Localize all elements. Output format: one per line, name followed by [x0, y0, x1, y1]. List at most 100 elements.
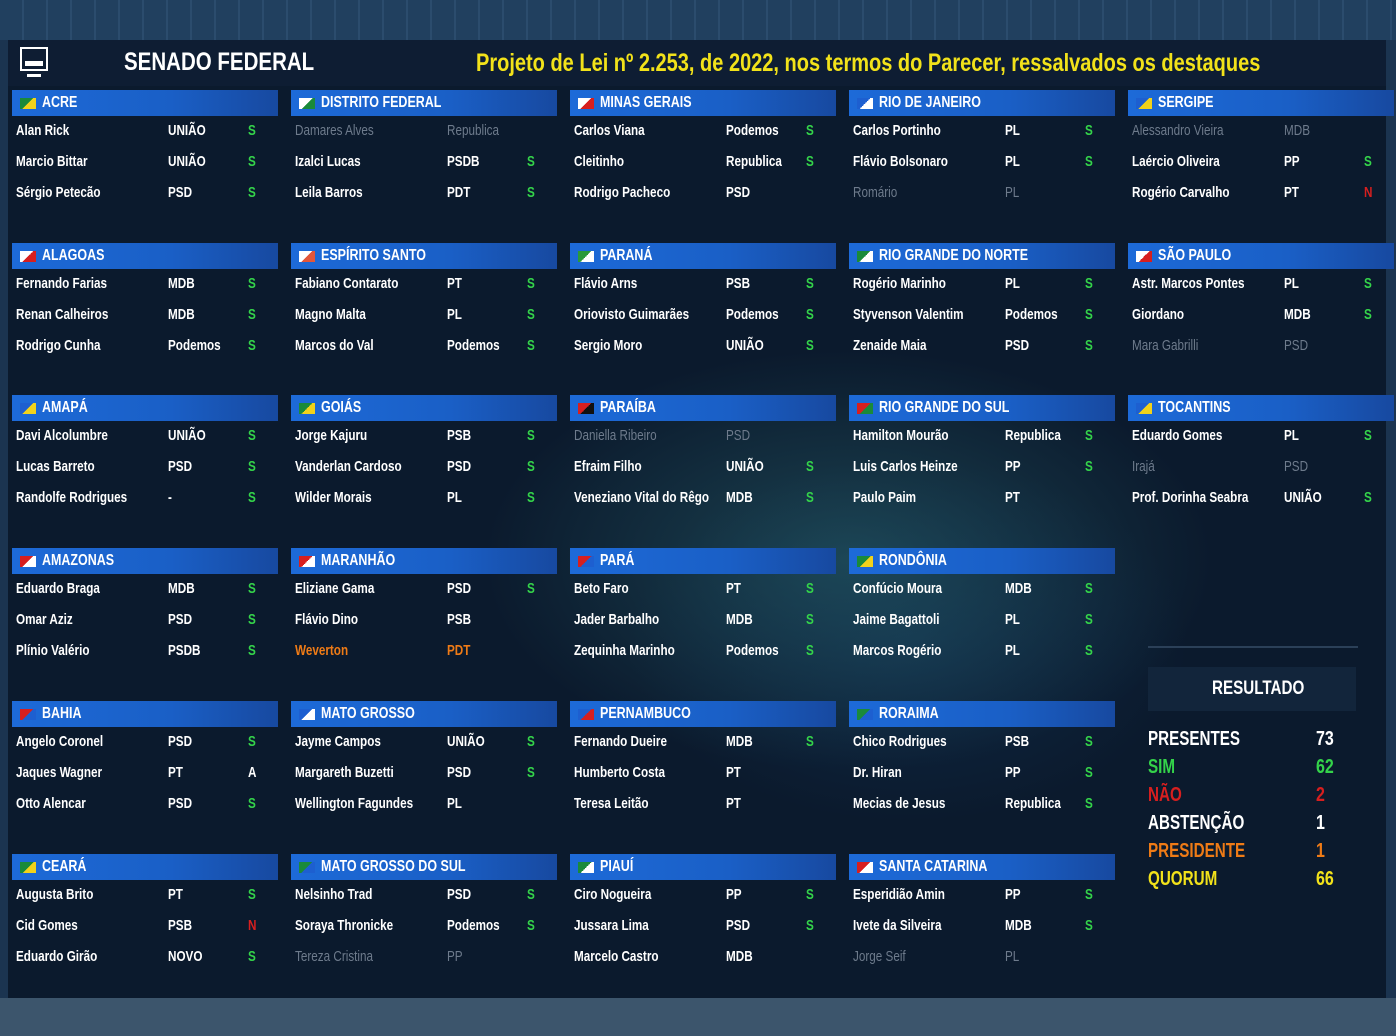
senator-row: Wellington Fagundes PL: [291, 795, 557, 819]
senator-name: Paulo Paim: [853, 489, 917, 506]
senator-party: UNIÃO: [168, 153, 206, 170]
state-name: TOCANTINS: [1158, 399, 1231, 416]
senator-name: Sérgio Petecão: [16, 184, 101, 201]
senator-name: Luis Carlos Heinze: [853, 458, 958, 475]
senator-vote: S: [248, 733, 256, 750]
senator-vote: S: [1085, 764, 1093, 781]
senator-row: Zequinha Marinho Podemos S: [570, 642, 836, 666]
senator-row: Carlos Viana Podemos S: [570, 122, 836, 146]
senator-party: MDB: [1005, 917, 1032, 934]
senator-party: PT: [447, 275, 462, 292]
senator-party: UNIÃO: [1284, 489, 1322, 506]
senator-row: Confúcio Moura MDB S: [849, 580, 1115, 604]
senator-party: PSDB: [447, 153, 480, 170]
senator-row: Jayme Campos UNIÃO S: [291, 733, 557, 757]
senator-vote: S: [527, 917, 535, 934]
state-flag-icon: [20, 251, 36, 262]
senator-row: Humberto Costa PT: [570, 764, 836, 788]
senator-name: Lucas Barreto: [16, 458, 95, 475]
result-row-abstencao: ABSTENÇÃO 1: [1148, 812, 1348, 838]
senator-row: Otto Alencar PSD S: [12, 795, 278, 819]
senator-name: Laércio Oliveira: [1132, 153, 1220, 170]
state-name: BAHIA: [42, 705, 82, 722]
senator-name: Mara Gabrilli: [1132, 337, 1199, 354]
background-bottom-strip: [0, 998, 1396, 1036]
senator-row: Giordano MDB S: [1128, 306, 1394, 330]
senator-name: Sergio Moro: [574, 337, 643, 354]
senator-row: Cid Gomes PSB N: [12, 917, 278, 941]
senator-name: Jaime Bagattoli: [853, 611, 940, 628]
senator-name: Eduardo Gomes: [1132, 427, 1223, 444]
senator-name: Zenaide Maia: [853, 337, 927, 354]
state-block-amazonas: AMAZONAS Eduardo Braga MDB S Omar Aziz PSD S Pl…: [12, 548, 278, 688]
senator-name: Jorge Seif: [853, 948, 906, 965]
senator-party: PL: [447, 795, 462, 812]
state-block-maranhao: MARANHÃO Eliziane Gama PSD S Flávio Dino PSB W…: [291, 548, 557, 688]
senator-party: PP: [1005, 764, 1021, 781]
senator-name: Confúcio Moura: [853, 580, 943, 597]
senator-name: Flávio Arns: [574, 275, 638, 292]
senator-row: Prof. Dorinha Seabra UNIÃO S: [1128, 489, 1394, 513]
senator-name: Izalci Lucas: [295, 153, 361, 170]
senator-row: Laércio Oliveira PP S: [1128, 153, 1394, 177]
senator-vote: S: [248, 337, 256, 354]
senator-name: Soraya Thronicke: [295, 917, 394, 934]
senator-vote: S: [1085, 337, 1093, 354]
senator-name: Astr. Marcos Pontes: [1132, 275, 1245, 292]
senator-party: UNIÃO: [726, 337, 764, 354]
senator-party: MDB: [1284, 306, 1311, 323]
state-header: PARANÁ: [570, 243, 836, 269]
senator-vote: S: [806, 337, 814, 354]
senator-vote: S: [1085, 611, 1093, 628]
senator-vote: S: [1085, 275, 1093, 292]
senator-vote: S: [1364, 306, 1372, 323]
senator-vote: S: [1364, 427, 1372, 444]
state-header: ACRE: [12, 90, 278, 116]
state-flag-icon: [1136, 98, 1152, 109]
state-block-sao-paulo: SÃO PAULO Astr. Marcos Pontes PL S Giordano M…: [1128, 243, 1394, 383]
senator-party: Republica: [447, 122, 500, 139]
senator-row: Fernando Dueire MDB S: [570, 733, 836, 757]
senator-vote: S: [527, 306, 535, 323]
senator-party: PT: [1284, 184, 1299, 201]
state-name: RONDÔNIA: [879, 552, 947, 569]
senator-vote: S: [248, 122, 256, 139]
state-block-paraiba: PARAÍBA Daniella Ribeiro PSD Efraim Filho UN…: [570, 395, 836, 535]
senator-row: Esperidião Amin PP S: [849, 886, 1115, 910]
senator-row: Eduardo Braga MDB S: [12, 580, 278, 604]
senator-vote: S: [806, 122, 814, 139]
state-name: SÃO PAULO: [1158, 247, 1232, 264]
senator-vote: S: [248, 306, 256, 323]
result-value: 66: [1316, 868, 1334, 890]
bill-title: Projeto de Lei nº 2.253, de 2022, nos te…: [476, 49, 1261, 77]
state-flag-icon: [20, 403, 36, 414]
senator-name: Tereza Cristina: [295, 948, 374, 965]
senator-vote: S: [1085, 886, 1093, 903]
result-row-sim: SIM 62: [1148, 756, 1348, 782]
senator-vote: S: [248, 642, 256, 659]
senator-row: Efraim Filho UNIÃO S: [570, 458, 836, 482]
senator-party: PP: [1005, 886, 1021, 903]
senator-name: Cid Gomes: [16, 917, 78, 934]
state-header: RIO GRANDE DO SUL: [849, 395, 1115, 421]
senator-row: Davi Alcolumbre UNIÃO S: [12, 427, 278, 451]
senator-vote: S: [527, 886, 535, 903]
senator-vote: S: [248, 795, 256, 812]
state-flag-icon: [578, 862, 594, 873]
senator-name: Daniella Ribeiro: [574, 427, 657, 444]
senator-party: PSD: [447, 458, 472, 475]
senator-party: Podemos: [726, 122, 779, 139]
senator-name: Davi Alcolumbre: [16, 427, 108, 444]
result-row-quorum: QUORUM 66: [1148, 868, 1348, 894]
state-flag-icon: [857, 709, 873, 720]
state-header: ESPÍRITO SANTO: [291, 243, 557, 269]
senator-row: Carlos Portinho PL S: [849, 122, 1115, 146]
senator-name: Damares Alves: [295, 122, 374, 139]
senator-row: Jaime Bagattoli PL S: [849, 611, 1115, 635]
senator-party: PDT: [447, 642, 471, 659]
state-header: RIO GRANDE DO NORTE: [849, 243, 1115, 269]
state-flag-icon: [299, 862, 315, 873]
senator-row: Oriovisto Guimarães Podemos S: [570, 306, 836, 330]
state-flag-icon: [299, 251, 315, 262]
senator-name: Humberto Costa: [574, 764, 666, 781]
